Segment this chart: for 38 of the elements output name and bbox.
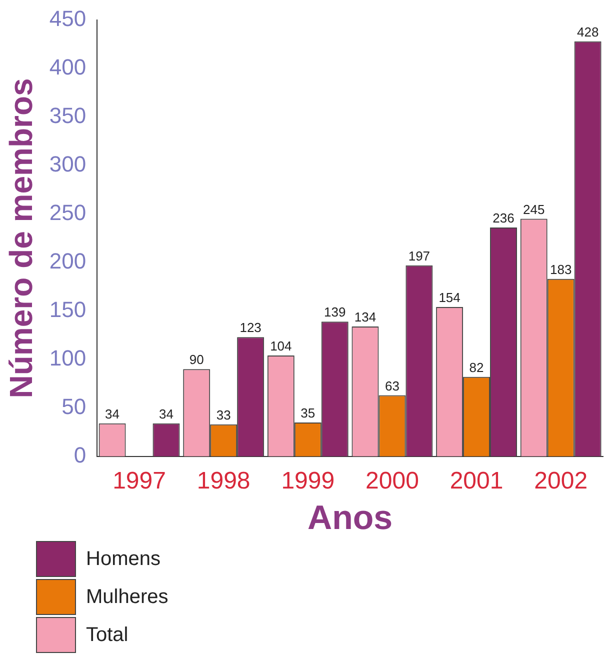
data-label: 134 (354, 310, 376, 325)
y-tick-label: 0 (74, 442, 86, 468)
data-label: 183 (550, 262, 572, 278)
y-axis-title: Número de membros (3, 78, 40, 398)
data-label: 197 (408, 248, 430, 264)
data-label: 34 (105, 406, 120, 422)
legend-label: Mulheres (86, 586, 168, 608)
x-tick-label: 1997 (112, 467, 166, 494)
y-tick-label: 200 (49, 248, 86, 274)
y-tick-label: 450 (49, 6, 86, 32)
x-tick-label: 1998 (196, 467, 250, 494)
data-label: 82 (469, 360, 484, 375)
x-tick-label: 2000 (366, 467, 419, 494)
data-label: 63 (384, 378, 400, 394)
data-label: 428 (576, 24, 599, 40)
data-label: 139 (324, 304, 346, 320)
data-label: 34 (159, 406, 174, 422)
data-label: 123 (240, 320, 262, 336)
x-tick-label: 2001 (450, 467, 504, 494)
x-tick-label: 1999 (281, 467, 335, 494)
data-label: 35 (300, 406, 316, 421)
legend-label: Total (86, 624, 128, 646)
data-label: 154 (438, 290, 460, 306)
x-axis-title: Anos (308, 498, 393, 537)
data-label: 90 (189, 352, 204, 368)
data-label: 245 (523, 202, 545, 217)
y-tick-label: 250 (49, 200, 86, 226)
legend-label: Homens (86, 548, 160, 570)
y-tick-label: 350 (49, 103, 86, 128)
y-tick-label: 300 (49, 152, 86, 177)
data-label: 104 (270, 338, 292, 354)
x-tick-label: 2002 (534, 467, 588, 494)
y-tick-label: 100 (49, 345, 86, 370)
y-tick-label: 150 (49, 296, 86, 322)
data-label: 236 (492, 210, 514, 226)
y-tick-label: 400 (49, 54, 86, 80)
data-label: 33 (216, 407, 231, 422)
y-tick-label: 50 (62, 394, 86, 419)
